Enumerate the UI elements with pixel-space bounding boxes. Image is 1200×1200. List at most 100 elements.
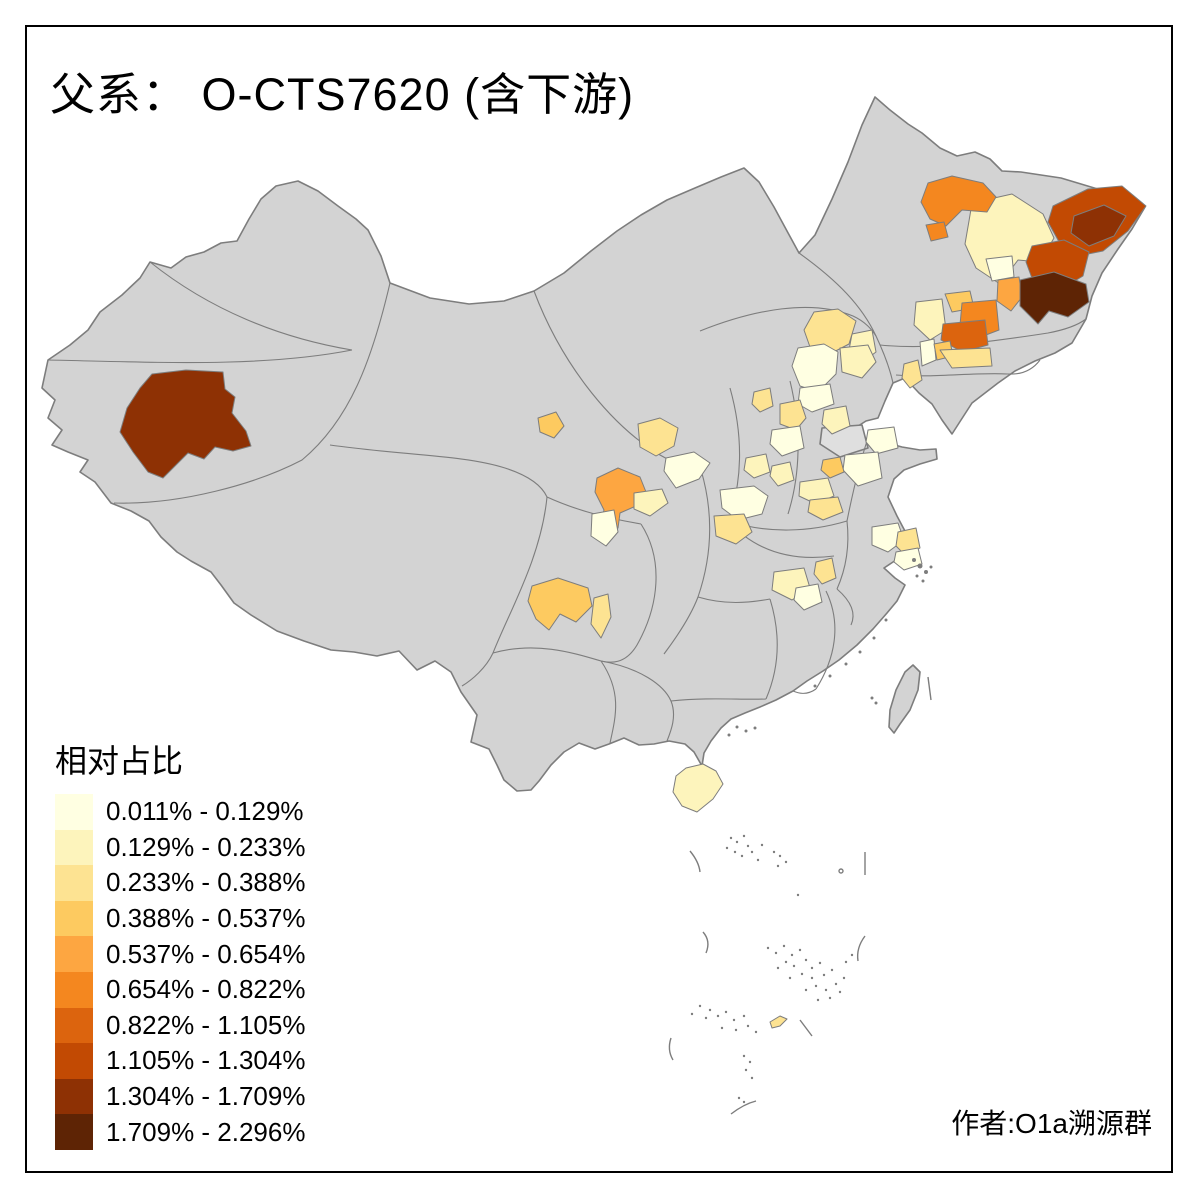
map-region: [893, 547, 923, 571]
island-dot: [733, 850, 737, 854]
map-region: [769, 461, 795, 487]
island-dash: [689, 850, 701, 873]
map-region: [779, 399, 807, 431]
legend-bin-label: 1.304% - 1.709%: [106, 1081, 306, 1112]
map-region: [925, 221, 949, 242]
legend-title: 相对占比: [55, 743, 184, 779]
island-ring: [838, 868, 844, 874]
map-region: [713, 513, 753, 545]
legend-bin-label: 1.105% - 1.304%: [106, 1045, 306, 1076]
island-dot: [804, 988, 808, 992]
island-dot: [774, 951, 778, 955]
map-region: [919, 338, 937, 367]
legend-row: 1.709% - 2.296%: [55, 1114, 305, 1150]
legend-swatch: [55, 1007, 93, 1044]
island-dot: [727, 733, 731, 737]
figure-title: 父系： O-CTS7620 (含下游): [50, 69, 635, 120]
legend-swatch: [55, 936, 93, 972]
map-region: [913, 298, 947, 341]
island-dot: [828, 996, 832, 1000]
island-dot: [776, 864, 780, 868]
map-region: [1019, 271, 1090, 325]
legend-swatch: [55, 865, 93, 901]
island-dot: [816, 998, 820, 1002]
map-region: [839, 344, 877, 379]
island-dot: [746, 844, 750, 848]
map-region: [119, 369, 252, 479]
island-dot: [760, 843, 764, 847]
legend-swatch: [55, 794, 93, 830]
island-dot: [800, 972, 804, 976]
island-dot: [766, 946, 770, 950]
map-region: [985, 255, 1015, 282]
legend-bin-label: 0.129% - 0.233%: [106, 831, 306, 862]
map-region: [663, 451, 711, 489]
island-dash: [668, 1037, 674, 1061]
legend-row: 0.233% - 0.388%: [55, 865, 305, 901]
legend-bin-label: 0.822% - 1.105%: [106, 1009, 306, 1040]
island-dash: [702, 931, 709, 954]
legend-bin-label: 0.233% - 0.388%: [106, 867, 306, 898]
map-region: [820, 456, 845, 479]
island-dot: [734, 1028, 738, 1032]
island-dot: [698, 1004, 702, 1008]
island-dot: [915, 574, 919, 578]
island-dash: [856, 935, 866, 962]
island-dot: [912, 558, 916, 562]
island-dot: [732, 1018, 736, 1022]
island-dot: [740, 854, 744, 858]
island-dot: [750, 1076, 754, 1080]
island-dot: [874, 701, 878, 705]
legend: 相对占比 0.011% - 0.129% 0.129% - 0.233% 0.233…: [55, 742, 305, 1150]
legend-row: 0.129% - 0.233%: [55, 829, 306, 866]
legend-bin-label: 0.654% - 0.822%: [106, 974, 306, 1005]
island-dot: [844, 662, 848, 666]
island-dot: [796, 893, 800, 897]
island-dot: [744, 729, 748, 733]
island-dot: [724, 1010, 728, 1014]
legend-row: 0.654% - 0.822%: [55, 971, 306, 1008]
taiwan-island: [888, 664, 921, 734]
map-region: [633, 488, 669, 517]
island-dot: [828, 674, 832, 678]
attribution-text: 作者:O1a溯源群: [951, 1108, 1152, 1139]
legend-row: 0.388% - 0.537%: [55, 900, 306, 937]
legend-bin-label: 0.537% - 0.654%: [106, 938, 306, 969]
map-region: [590, 593, 612, 639]
island-dot: [884, 618, 888, 622]
legend-swatch: [55, 829, 93, 866]
legend-row: 1.304% - 1.709%: [55, 1078, 306, 1115]
sea-islands: [668, 558, 933, 1115]
island-dot: [834, 982, 838, 986]
island-dot: [748, 1060, 752, 1064]
legend-swatch: [55, 1114, 93, 1150]
map-region: [1070, 204, 1127, 247]
island-dot: [830, 968, 834, 972]
legend-bin-label: 0.388% - 0.537%: [106, 903, 306, 934]
legend-bin-label: 1.709% - 2.296%: [106, 1116, 306, 1147]
island-dot: [725, 846, 729, 850]
legend-swatch: [55, 1043, 93, 1079]
map-region: [537, 411, 565, 439]
island-dot: [784, 960, 788, 964]
legend-swatch: [55, 971, 93, 1008]
island-dot: [742, 1014, 746, 1018]
island-dot: [735, 725, 739, 729]
legend-bin-label: 0.011% - 0.129%: [106, 796, 304, 827]
map-region: [996, 276, 1023, 312]
map-region: [590, 509, 619, 547]
island-dot: [858, 650, 862, 654]
map-region: [791, 343, 839, 393]
map-region: [821, 405, 851, 435]
island-dot: [924, 570, 928, 574]
legend-row: 0.537% - 0.654%: [55, 936, 305, 972]
island-dot: [756, 858, 760, 862]
legend-row: 0.011% - 0.129%: [55, 794, 305, 830]
island-dot: [790, 953, 794, 957]
island-dot: [917, 563, 923, 569]
map-region: [527, 577, 593, 631]
island-dot: [753, 726, 757, 730]
island-dot: [744, 1068, 748, 1072]
island-dot: [824, 988, 828, 992]
